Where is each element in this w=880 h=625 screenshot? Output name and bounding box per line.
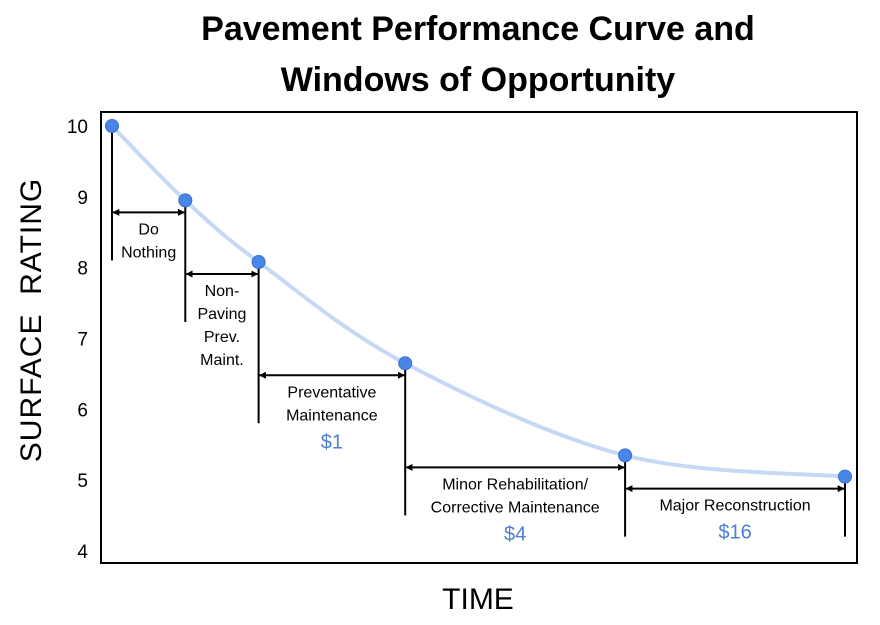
y-tick-label: 10 xyxy=(67,117,88,138)
window-cost-label: $4 xyxy=(504,523,526,545)
window-label-line: Nothing xyxy=(121,244,176,261)
window-cost-label: $16 xyxy=(718,522,751,544)
y-tick-label: 5 xyxy=(77,471,88,492)
y-tick-label: 7 xyxy=(77,330,88,351)
y-tick-label: 8 xyxy=(77,259,88,280)
window-cost-label: $1 xyxy=(321,431,343,453)
window-label-line: Paving xyxy=(197,306,246,323)
x-axis-label: TIME xyxy=(442,583,514,616)
window-label-line: Minor Rehabilitation/ xyxy=(442,476,588,493)
window-label-line: Maintenance xyxy=(286,407,378,424)
window-5: Major Reconstruction $16 xyxy=(625,476,846,544)
plot-area-frame xyxy=(100,111,858,564)
window-label-line: Major Reconstruction xyxy=(659,498,810,515)
y-tick-label: 6 xyxy=(77,400,88,421)
window-label-line: Prev. xyxy=(204,329,240,346)
data-point xyxy=(838,469,852,484)
performance-curve xyxy=(110,124,847,479)
window-1: Do Nothing xyxy=(111,126,187,322)
chart-title-line-2: Windows of Opportunity xyxy=(281,61,675,99)
window-label-line: Do xyxy=(138,221,159,238)
data-point xyxy=(178,193,193,208)
data-point xyxy=(251,255,266,269)
data-point xyxy=(105,119,119,133)
window-4: Minor Rehabilitation/Corrective Maintena… xyxy=(405,455,627,545)
window-label-line: Maint. xyxy=(200,352,244,369)
window-3: Preventative Maintenance $1 xyxy=(258,363,407,516)
y-axis-label: SURFACE RATING xyxy=(15,178,48,462)
y-tick-labels: 10 9 8 7 6 5 4 xyxy=(67,117,89,563)
data-point xyxy=(618,448,633,463)
window-label-line: Corrective Maintenance xyxy=(431,499,600,516)
data-points xyxy=(105,119,852,484)
performance-curve-line xyxy=(110,124,847,479)
data-point xyxy=(398,356,413,371)
window-label-line: Non- xyxy=(205,283,240,300)
window-label-line: Preventative xyxy=(287,384,376,401)
opportunity-windows: Do Nothing Non- Paving Prev. Maint. Preventati… xyxy=(111,126,846,545)
y-tick-label: 9 xyxy=(77,188,88,209)
window-2: Non- Paving Prev. Maint. xyxy=(185,262,260,424)
y-tick-label: 4 xyxy=(77,542,88,563)
chart-title-line-1: Pavement Performance Curve and xyxy=(201,10,755,48)
